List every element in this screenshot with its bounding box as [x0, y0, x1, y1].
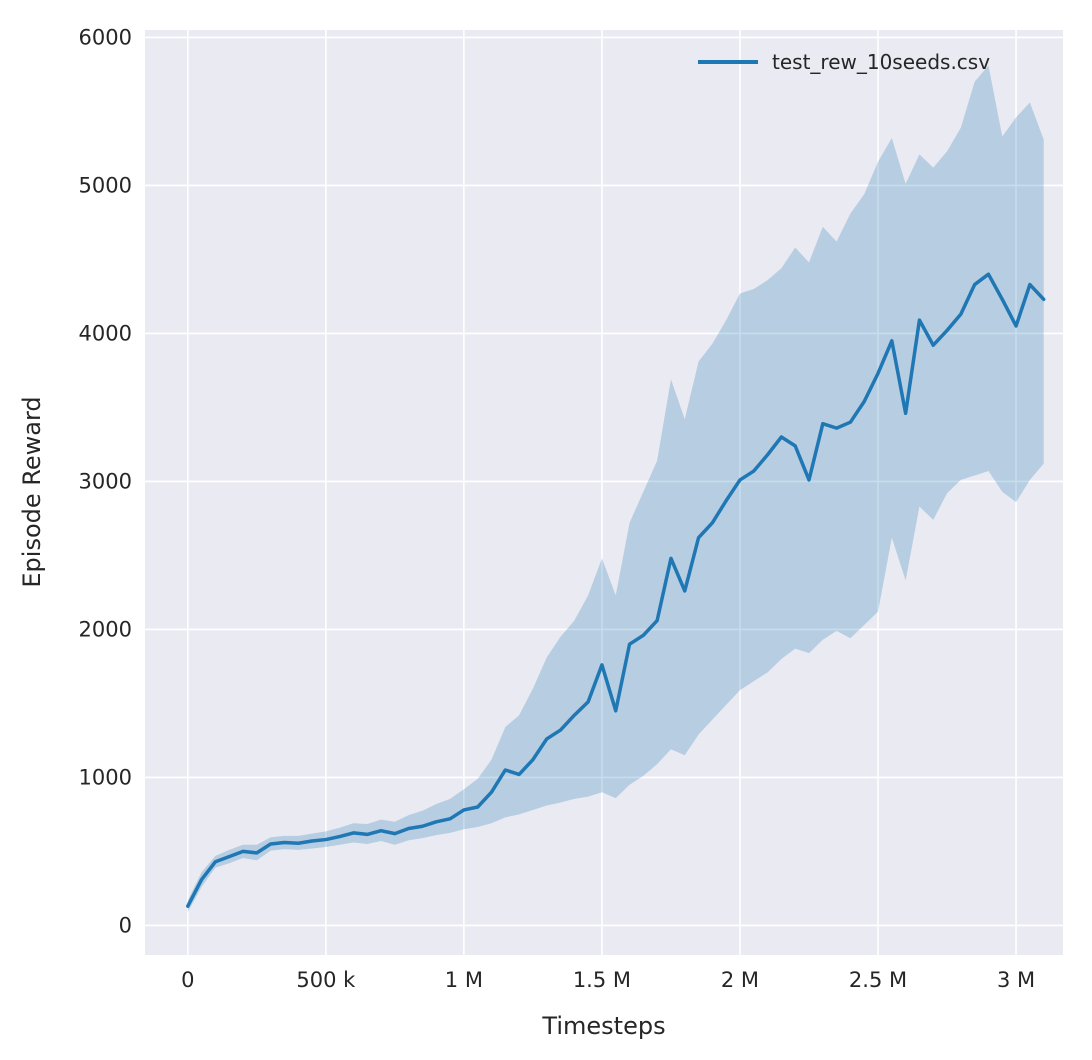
x-tick-label: 2.5 M	[849, 968, 907, 992]
x-tick-label: 1.5 M	[573, 968, 631, 992]
y-axis-label: Episode Reward	[18, 396, 46, 587]
y-tick-labels: 0 1000 2000 3000 4000 5000 6000	[79, 25, 132, 937]
x-tick-label: 500 k	[296, 968, 356, 992]
legend-label: test_rew_10seeds.csv	[772, 50, 990, 74]
confidence-band-group	[187, 65, 1044, 913]
x-tick-labels: 0 500 k 1 M 1.5 M 2 M 2.5 M 3 M	[181, 968, 1035, 992]
x-tick-label: 1 M	[445, 968, 483, 992]
mean-line	[186, 272, 1046, 908]
x-tick-label: 3 M	[997, 968, 1035, 992]
y-tick-label: 6000	[79, 25, 132, 49]
y-tick-label: 3000	[79, 469, 132, 493]
plot-background	[145, 30, 1063, 955]
y-tick-label: 4000	[79, 321, 132, 345]
x-axis-label: Timesteps	[541, 1012, 665, 1040]
x-tick-label: 0	[181, 968, 194, 992]
y-tick-label: 2000	[79, 617, 132, 641]
y-tick-label: 1000	[79, 765, 132, 789]
confidence-band	[187, 65, 1044, 913]
mean-line-group	[186, 272, 1046, 908]
y-tick-label: 5000	[79, 173, 132, 197]
legend: test_rew_10seeds.csv	[698, 50, 990, 74]
y-tick-label: 0	[119, 913, 132, 937]
grid-lines	[145, 30, 1063, 955]
x-tick-label: 2 M	[721, 968, 759, 992]
